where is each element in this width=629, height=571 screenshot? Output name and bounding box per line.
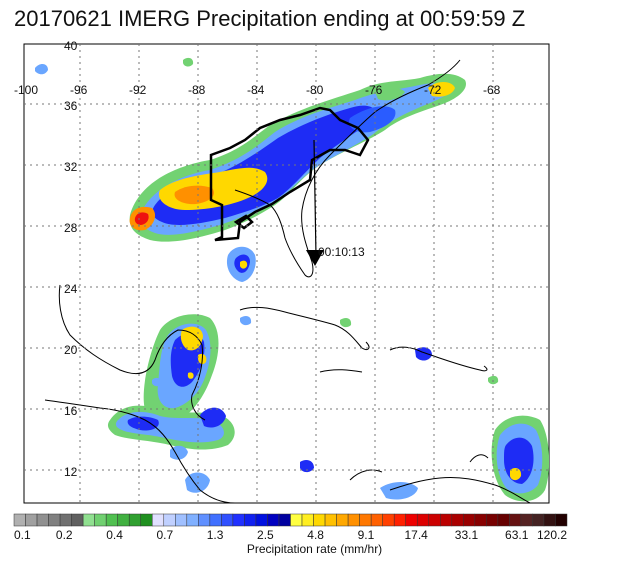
colorbar-swatch — [36, 513, 49, 527]
colorbar-swatch — [405, 513, 418, 527]
colorbar-swatch — [347, 513, 360, 527]
colorbar-tick-label: 120.2 — [537, 528, 567, 542]
lat-label: 20 — [64, 343, 78, 357]
lon-label: -88 — [188, 83, 206, 97]
colorbar-swatch — [25, 513, 38, 527]
colorbar-swatch — [451, 513, 464, 527]
colorbar-swatch — [486, 513, 499, 527]
colorbar-swatch — [59, 513, 72, 527]
colorbar-swatch — [497, 513, 510, 527]
longitude-labels: -100 -96 -92 -88 -84 -80 -76 -72 -68 — [14, 83, 501, 97]
colorbar-swatch — [428, 513, 441, 527]
lon-label: -80 — [306, 83, 324, 97]
colorbar-swatch — [359, 513, 372, 527]
colorbar-swatch — [543, 513, 556, 527]
colorbar-tick-label: 0.4 — [106, 528, 123, 542]
colorbar-swatch — [336, 513, 349, 527]
map-title: 20170621 IMERG Precipitation ending at 0… — [14, 6, 526, 31]
lon-label: -72 — [424, 83, 442, 97]
colorbar-tick-label: 17.4 — [405, 528, 429, 542]
lon-label: -96 — [70, 83, 88, 97]
colorbar-swatch — [555, 513, 568, 527]
colorbar-swatch — [152, 513, 165, 527]
colorbar-swatch — [301, 513, 314, 527]
lat-label: 28 — [64, 221, 78, 235]
colorbar-swatch — [140, 513, 153, 527]
colorbar-swatch — [48, 513, 61, 527]
colorbar-swatch — [370, 513, 383, 527]
latitude-labels: 40 36 32 28 24 20 16 12 — [64, 39, 78, 479]
colorbar-swatch — [463, 513, 476, 527]
colorbar-swatch — [163, 513, 176, 527]
lat-label: 12 — [64, 465, 78, 479]
colorbar-swatch — [244, 513, 257, 527]
colorbar-tick-label: 9.1 — [358, 528, 375, 542]
lon-label: -84 — [247, 83, 265, 97]
colorbar-tick-label: 63.1 — [505, 528, 529, 542]
colorbar-swatch — [82, 513, 95, 527]
track-marker — [306, 139, 324, 266]
colorbar-swatch — [416, 513, 429, 527]
colorbar-swatch — [267, 513, 280, 527]
lon-label: -68 — [483, 83, 501, 97]
colorbar-swatch — [117, 513, 130, 527]
colorbar-swatch — [509, 513, 522, 527]
colorbar-tick-label: 4.8 — [307, 528, 324, 542]
colorbar-tick-label: 2.5 — [257, 528, 274, 542]
colorbar-swatch — [382, 513, 395, 527]
colorbar-tick-label: 0.1 — [14, 528, 31, 542]
lon-label: -100 — [14, 83, 38, 97]
graticule — [24, 44, 549, 503]
lat-label: 36 — [64, 99, 78, 113]
colorbar-swatch — [186, 513, 199, 527]
colorbar-swatch — [278, 513, 291, 527]
colorbar-swatch — [393, 513, 406, 527]
track-time-label: 00:10:13 — [318, 245, 365, 259]
colorbar-swatch — [105, 513, 118, 527]
colorbar-swatch — [324, 513, 337, 527]
colorbar-swatch — [255, 513, 268, 527]
colorbar-swatch — [198, 513, 211, 527]
colorbar-swatch — [532, 513, 545, 527]
colorbar-swatch — [175, 513, 188, 527]
colorbar-swatch — [71, 513, 84, 527]
colorbar-swatch — [128, 513, 141, 527]
coastlines — [44, 59, 531, 503]
precipitation-layer — [35, 57, 549, 502]
lat-label: 40 — [64, 39, 78, 53]
colorbar-swatch — [94, 513, 107, 527]
colorbar-title: Precipitation rate (mm/hr) — [246, 542, 383, 556]
colorbar-tick-label: 0.2 — [56, 528, 73, 542]
colorbar-swatch — [474, 513, 487, 527]
lon-label: -76 — [365, 83, 383, 97]
colorbar-swatch — [221, 513, 234, 527]
colorbar-tick-label: 1.3 — [207, 528, 224, 542]
colorbar-swatch — [520, 513, 533, 527]
colorbar-tick-label: 33.1 — [455, 528, 479, 542]
colorbar-swatch — [290, 513, 303, 527]
colorbar-swatch — [440, 513, 453, 527]
colorbar-swatch — [209, 513, 222, 527]
colorbar-tick-label: 0.7 — [156, 528, 173, 542]
lat-label: 16 — [64, 404, 78, 418]
lat-label: 24 — [64, 282, 78, 296]
colorbar-swatch — [232, 513, 245, 527]
colorbar-swatch — [313, 513, 326, 527]
lon-label: -92 — [129, 83, 147, 97]
lat-label: 32 — [64, 160, 78, 174]
colorbar-swatch — [13, 513, 26, 527]
